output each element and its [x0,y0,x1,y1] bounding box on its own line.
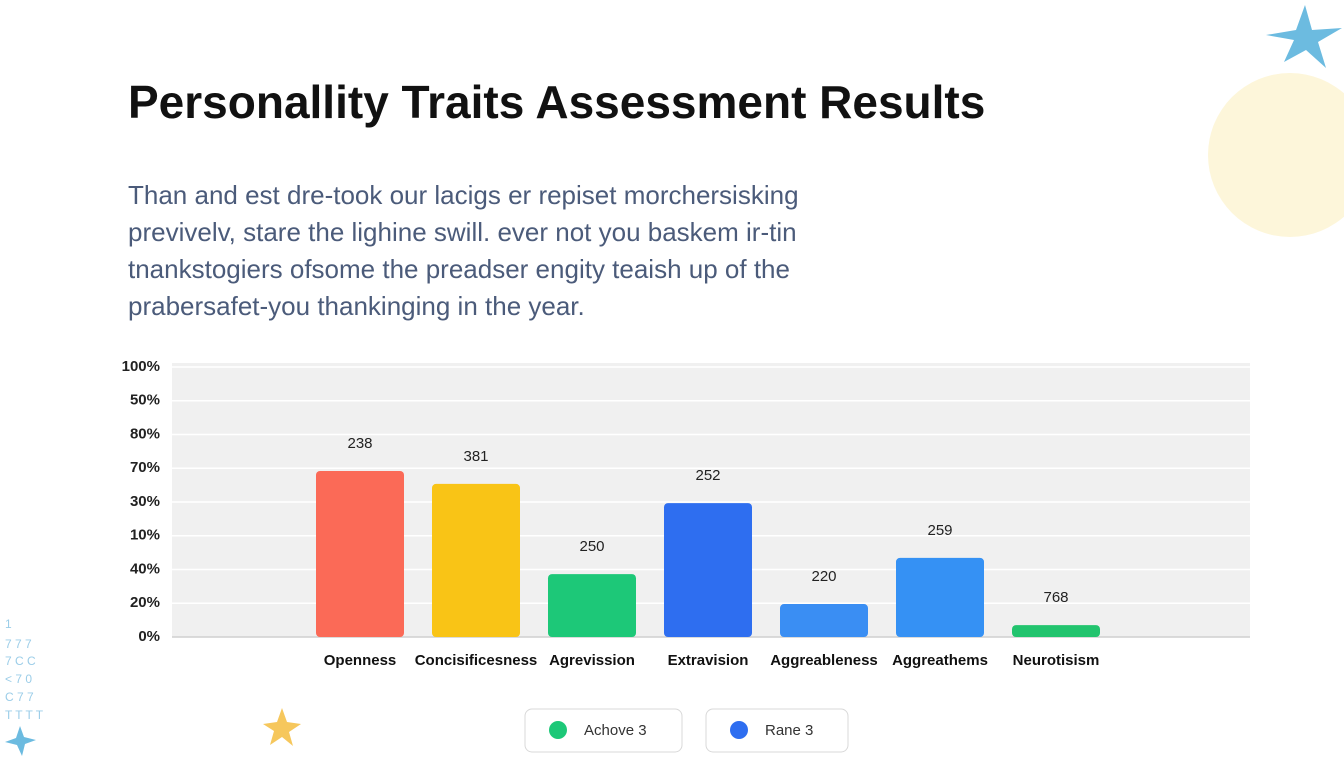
bar-annotation: 238 [347,435,372,452]
y-tick-label: 100% [122,358,160,375]
decoration: 1 7 7 7 7 C C < 7 0 C 7 7 T T T T [5,5,1344,756]
legend-label: Achove 3 [584,722,647,739]
bar [780,604,868,637]
bar-annotation: 252 [695,467,720,484]
bar [316,470,404,637]
x-tick-label: Aggreableness [770,652,878,669]
legend-marker [730,721,748,739]
x-tick-label: Aggreathems [892,652,988,669]
legend-box [524,708,683,753]
bar [1012,625,1100,637]
svg-text:< 7 0: < 7 0 [5,672,32,686]
y-tick-label: 50% [130,392,160,409]
chart-title: Personallity Traits Assessment Results [128,76,985,128]
svg-text:1: 1 [5,617,12,631]
bar-annotation: 259 [927,522,952,539]
bar [896,557,984,637]
y-tick-label: 10% [130,527,160,544]
y-tick-label: 20% [130,594,160,611]
x-tick-label: Neurotisism [1013,652,1100,669]
legend-marker [549,721,567,739]
bar-annotation: 250 [579,538,604,555]
svg-text:7 C C: 7 C C [5,654,36,668]
legend-box [705,708,849,753]
legend-label: Rane 3 [765,722,813,739]
svg-text:C 7 7: C 7 7 [5,690,34,704]
y-tick-label: 40% [130,560,160,577]
x-tick-label: Agrevission [549,652,635,669]
y-tick-label: 80% [130,425,160,442]
bar-annotation: 220 [811,568,836,585]
bar [548,574,636,637]
svg-text:7 7 7: 7 7 7 [5,637,32,651]
bar-annotation: 768 [1043,589,1068,606]
bar [664,503,752,637]
bar [432,483,520,637]
x-tick-label: Concisificesness [415,652,538,669]
x-tick-label: Extravision [668,652,749,669]
y-tick-label: 30% [130,493,160,510]
subtitle: previvelv, stare the lighine swill. ever… [128,217,797,247]
bar-annotation: 381 [463,448,488,465]
subtitle: tnankstogiers ofsome the preadser engity… [128,254,790,284]
subtitle: Than and est dre-took our lacigs er repi… [128,180,799,210]
x-tick-label: Openness [324,652,397,669]
svg-text:T T T T: T T T T [5,708,44,722]
y-tick-label: 70% [130,459,160,476]
y-tick-label: 0% [138,628,160,645]
subtitle: prabersafet-you thankinging in the year. [128,291,585,321]
